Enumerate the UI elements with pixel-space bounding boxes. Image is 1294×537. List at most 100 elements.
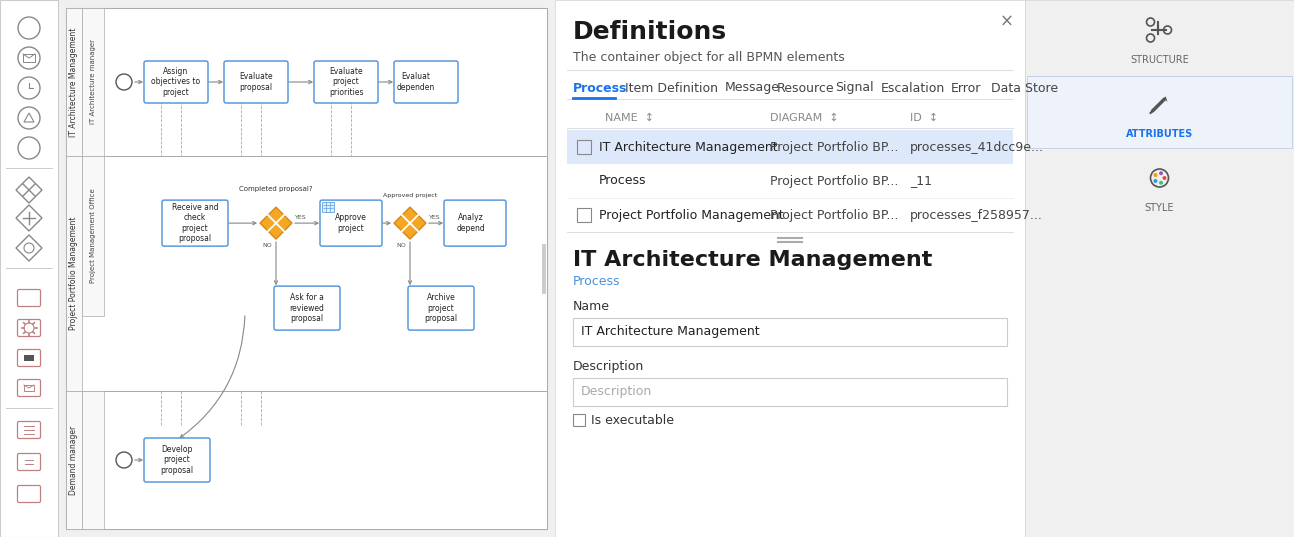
Text: _11: _11 (910, 175, 932, 187)
Text: Archive
project
proposal: Archive project proposal (424, 293, 458, 323)
FancyBboxPatch shape (408, 286, 474, 330)
Bar (66, 8, 547, 156)
Text: IT Architecture manager: IT Architecture manager (91, 40, 96, 125)
Circle shape (116, 452, 132, 468)
Bar (567, 130, 1013, 164)
Text: Signal: Signal (835, 82, 873, 95)
FancyBboxPatch shape (393, 61, 458, 103)
Bar (66, 156, 547, 391)
Bar (573, 378, 1007, 406)
Bar (1027, 2, 1291, 74)
Bar (322, 202, 334, 212)
Text: Project Portfolio Management: Project Portfolio Management (70, 217, 79, 330)
Bar (577, 208, 591, 222)
FancyBboxPatch shape (444, 200, 506, 246)
FancyBboxPatch shape (144, 438, 210, 482)
Bar (577, 140, 591, 154)
Circle shape (1153, 179, 1157, 183)
Text: Data Store: Data Store (991, 82, 1058, 95)
Text: NO: NO (396, 243, 406, 248)
Text: STYLE: STYLE (1145, 203, 1174, 213)
Bar (66, 391, 82, 529)
Text: Approve
project: Approve project (335, 213, 367, 233)
Bar (573, 318, 1007, 346)
Text: Project Portfolio Management: Project Portfolio Management (599, 208, 784, 221)
Text: Evaluate
project
priorities: Evaluate project priorities (329, 67, 364, 97)
Text: Project Portfolio BP...: Project Portfolio BP... (770, 175, 898, 187)
Text: Description: Description (573, 360, 644, 373)
Text: IT Architecture Management: IT Architecture Management (573, 250, 933, 270)
Bar (25, 385, 34, 391)
Text: Ask for a
reviewed
proposal: Ask for a reviewed proposal (290, 293, 325, 323)
Text: Develop
project
proposal: Develop project proposal (160, 445, 194, 475)
Text: ×: × (1000, 13, 1014, 31)
FancyBboxPatch shape (162, 200, 228, 246)
Bar (1025, 0, 1294, 537)
Text: DIAGRAM  ↕: DIAGRAM ↕ (770, 113, 839, 123)
Text: IT Architecture Management: IT Architecture Management (70, 27, 79, 137)
Polygon shape (1165, 96, 1167, 102)
Text: Process: Process (573, 275, 621, 288)
Bar (66, 156, 82, 391)
Polygon shape (260, 207, 292, 239)
Bar (555, 0, 1025, 537)
Bar (1027, 76, 1291, 148)
FancyBboxPatch shape (224, 61, 289, 103)
Text: Item Definition: Item Definition (625, 82, 718, 95)
Polygon shape (393, 207, 426, 239)
Bar (82, 156, 104, 316)
Text: Message: Message (725, 82, 780, 95)
FancyBboxPatch shape (314, 61, 378, 103)
Bar (58, 0, 555, 537)
Bar (82, 8, 104, 156)
Bar (66, 8, 547, 529)
Text: ATTRIBUTES: ATTRIBUTES (1126, 129, 1193, 139)
Text: STRUCTURE: STRUCTURE (1130, 55, 1189, 65)
Text: Escalation: Escalation (881, 82, 945, 95)
Text: Analyz
depend: Analyz depend (457, 213, 485, 233)
Text: IT Architecture Management: IT Architecture Management (599, 141, 778, 154)
Bar (25, 355, 34, 361)
Text: Definitions: Definitions (573, 20, 727, 44)
Bar (82, 391, 104, 529)
Bar (573, 414, 585, 426)
Text: Process: Process (573, 82, 628, 95)
Text: Receive and
check
project
proposal: Receive and check project proposal (172, 203, 219, 243)
Text: Approved project: Approved project (383, 193, 437, 198)
Bar (542, 243, 546, 294)
Circle shape (1159, 181, 1163, 185)
Text: Resource: Resource (776, 82, 835, 95)
Circle shape (1153, 173, 1157, 177)
Text: Demand manager: Demand manager (70, 425, 79, 495)
Bar (66, 391, 547, 529)
Text: Evaluate
proposal: Evaluate proposal (239, 72, 273, 92)
Text: Project Portfolio BP...: Project Portfolio BP... (770, 208, 898, 221)
Text: Completed proposal?: Completed proposal? (239, 186, 313, 192)
Bar (0, 0, 58, 537)
Bar (1027, 150, 1291, 222)
Text: IT Architecture Management: IT Architecture Management (581, 325, 760, 338)
Circle shape (1159, 171, 1163, 175)
Text: NAME  ↕: NAME ↕ (606, 113, 653, 123)
Circle shape (116, 74, 132, 90)
Text: ID  ↕: ID ↕ (910, 113, 938, 123)
Text: Assign
objectives to
project: Assign objectives to project (151, 67, 201, 97)
FancyBboxPatch shape (274, 286, 340, 330)
Text: Project Portfolio BP...: Project Portfolio BP... (770, 141, 898, 154)
Text: Process: Process (599, 175, 647, 187)
Text: Is executable: Is executable (591, 413, 674, 426)
Text: Evaluat
dependen: Evaluat dependen (397, 72, 435, 92)
Text: processes_f258957...: processes_f258957... (910, 208, 1043, 221)
Bar (66, 8, 82, 156)
Text: Project Management Office: Project Management Office (91, 188, 96, 284)
Bar (23, 54, 35, 62)
Text: processes_41dcc9e...: processes_41dcc9e... (910, 141, 1044, 154)
FancyBboxPatch shape (144, 61, 208, 103)
Text: NO: NO (261, 243, 272, 248)
Text: Name: Name (573, 300, 609, 313)
Text: YES: YES (430, 215, 441, 220)
Circle shape (1162, 176, 1166, 180)
Text: Description: Description (581, 386, 652, 398)
FancyBboxPatch shape (320, 200, 382, 246)
Text: The container object for all BPMN elements: The container object for all BPMN elemen… (573, 50, 845, 63)
